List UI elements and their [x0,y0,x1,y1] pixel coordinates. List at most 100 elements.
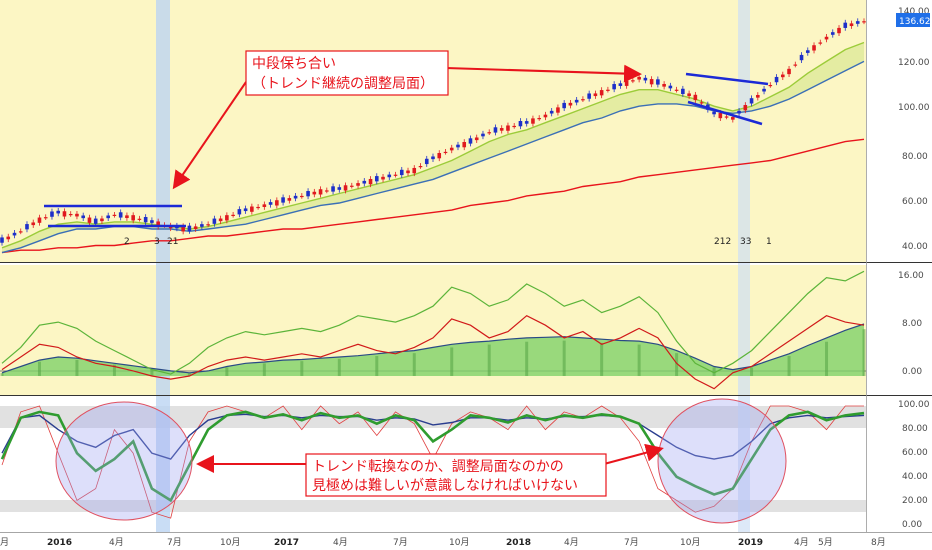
price-ma-line-3 [1,138,865,254]
candle-body [406,170,410,174]
candle-body [75,213,79,217]
candle-body [12,232,17,236]
candle-body [549,110,554,114]
candle-body [587,93,591,99]
candle-body [287,198,292,201]
indicator-bar [525,341,529,376]
highlight-ellipses [55,398,787,524]
x-tick-7: 4月 [333,537,348,548]
indicator-bar [712,367,716,376]
x-tick-1: 月 [0,537,9,548]
indicator-bar [862,329,866,376]
candle-body [206,224,210,226]
annotation-2: トレンド転換なのか、調整局面なのかの 見極めは難しいが意識しなければいけない [305,453,607,497]
price-tick-120: 120.00 [898,58,930,68]
candle-body [6,236,11,240]
candle-body [731,117,735,120]
candle-body [531,118,535,124]
candle-body [780,74,785,78]
candle-body [443,151,448,154]
indicator-bar [37,361,41,376]
indicator-bar [750,367,754,376]
candle-body [125,215,129,219]
candle-body [43,217,48,219]
candle-body [306,191,310,197]
price-tick-60: 60.00 [902,197,928,207]
candle-body [31,222,36,226]
indicator-bar [600,342,604,376]
candle-body [37,217,42,223]
candle-body [618,83,623,86]
candle-body [143,216,148,223]
price-marker-4: 212 [714,237,731,247]
indicator-bar [825,341,829,376]
candle-body [93,218,98,224]
price-tick-80: 80.00 [902,152,928,162]
ellipse-2016 [55,401,193,521]
candle-body [768,84,773,87]
oscillator-line-1 [1,413,865,460]
annotation-1-line-1: 中段保ち合い [252,56,336,72]
candle-body [712,111,716,115]
indicator-bar [150,369,154,376]
indicator-panel [0,270,866,390]
candle-body [106,215,110,219]
x-tick-15: 4月 [794,537,809,548]
candle-body [18,231,23,233]
candle-body [256,206,260,209]
candle-body [293,195,298,199]
ma-band [2,42,864,253]
candle-body [312,191,317,195]
ind-tick-16: 16.00 [898,271,924,281]
candle-body [399,169,404,176]
candle-body [599,90,604,96]
candle-body [512,125,517,128]
indicator-line-2 [1,270,865,375]
candle-body [381,176,385,180]
candle-body [362,180,367,184]
candle-body [387,174,392,178]
candle-body [468,138,473,144]
candle-body [787,68,791,75]
indicator-bar [412,353,416,376]
candle-body [424,158,429,165]
trendlines [44,72,769,228]
x-tick-16: 5月 [818,537,833,548]
candle-body [412,167,417,174]
annotation-arrows [172,64,664,473]
candle-body [0,237,4,243]
candle-body [131,215,135,221]
x-tick-17: 8月 [871,537,886,548]
candle-body [562,102,566,109]
candle-body [187,225,192,231]
candle-body [81,215,86,219]
candle-body [693,94,698,101]
candle-body [237,209,242,215]
x-tick-5: 10月 [220,537,240,548]
candle-body [449,147,454,151]
candle-body [356,183,360,186]
candle-body [300,195,304,198]
x-tick-2: 2016 [47,538,72,548]
arrow-to-2018 [445,64,642,83]
x-tick-13: 10月 [680,537,700,548]
candle-body [481,133,485,137]
candle-body [200,224,204,227]
candle-body [493,127,498,133]
candle-body [393,174,398,176]
candle-body [624,80,629,86]
candle-body [368,178,373,185]
ind-tick-8: 8.00 [902,319,922,329]
candle-body [681,88,685,95]
candle-body [262,204,267,208]
indicator-bar [262,363,266,376]
x-tick-6: 2017 [274,538,299,548]
candle-body [662,83,666,87]
candle-body [325,190,329,192]
x-tick-8: 7月 [393,537,408,548]
candle-body [799,54,804,61]
candle-body [275,200,279,206]
candle-body [612,84,616,90]
candle-body [843,22,848,28]
candle-body [718,112,723,119]
